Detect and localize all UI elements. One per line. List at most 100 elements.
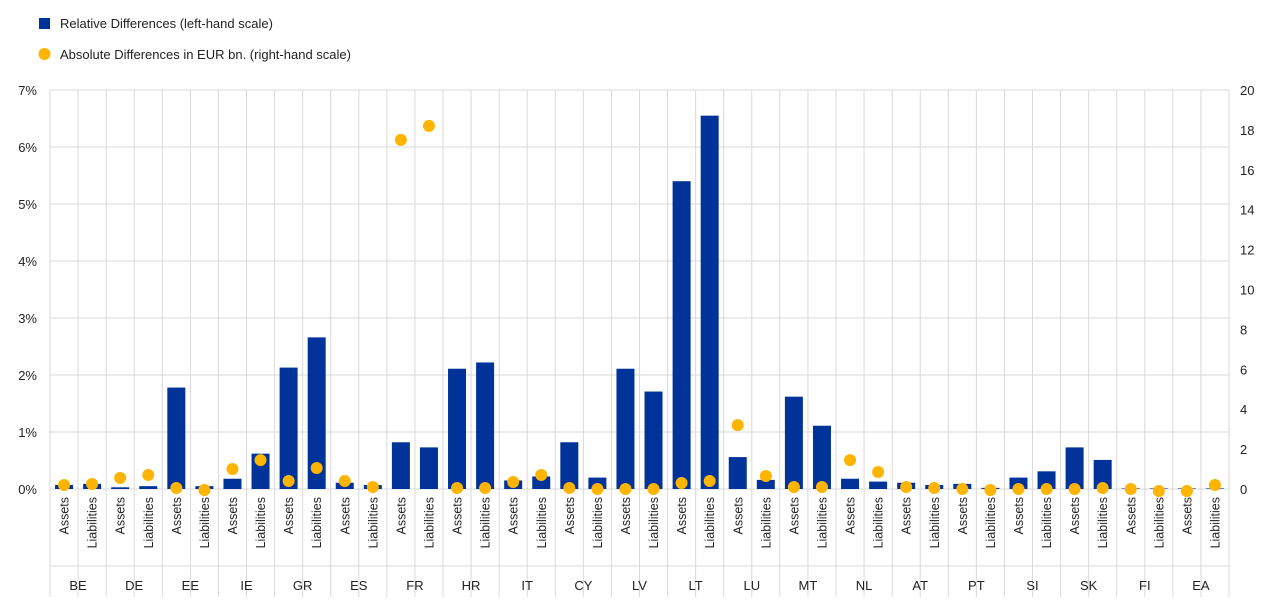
- x-subcategory-label: Assets: [731, 497, 745, 535]
- x-group-label: SI: [1026, 578, 1038, 593]
- dot-absolute-difference: [1012, 483, 1025, 495]
- dot-absolute-difference: [170, 482, 183, 495]
- x-group-label: SK: [1080, 578, 1098, 593]
- x-group-label: CY: [574, 578, 592, 593]
- x-group-label: IT: [521, 578, 533, 593]
- x-group-label: BE: [69, 578, 87, 593]
- bar-relative-difference: [560, 442, 579, 489]
- y-left-tick-label: 5%: [18, 197, 37, 212]
- dot-absolute-difference: [86, 478, 99, 491]
- dot-absolute-difference: [58, 479, 71, 492]
- x-subcategory-label: Liabilities: [1208, 497, 1222, 548]
- x-subcategory-label: Liabilities: [591, 497, 605, 548]
- bar-relative-difference: [756, 479, 775, 489]
- x-group-label: EE: [182, 578, 200, 593]
- bar-relative-difference: [532, 476, 551, 489]
- x-subcategory-label: Assets: [900, 497, 914, 535]
- x-subcategory-label: Liabilities: [422, 497, 436, 548]
- dot-absolute-difference: [731, 419, 744, 432]
- dot-absolute-difference: [114, 472, 127, 485]
- x-subcategory-label: Liabilities: [254, 497, 268, 548]
- dot-absolute-difference: [366, 481, 379, 494]
- x-group-label: FR: [406, 578, 423, 593]
- x-subcategory-label: Liabilities: [1152, 497, 1166, 548]
- bar-relative-difference: [812, 425, 831, 489]
- x-subcategory-label: Assets: [170, 497, 184, 535]
- dot-absolute-difference: [1096, 482, 1109, 495]
- x-subcategory-label: Assets: [619, 497, 633, 535]
- x-group-label: PT: [968, 578, 985, 593]
- x-subcategory-label: Liabilities: [703, 497, 717, 548]
- y-left-tick-label: 2%: [18, 368, 37, 383]
- bar-relative-difference: [616, 368, 635, 489]
- x-subcategory-label: Assets: [226, 497, 240, 535]
- x-subcategory-label: Liabilities: [142, 497, 156, 548]
- y-right-tick-label: 16: [1240, 163, 1254, 178]
- x-subcategory-label: Assets: [675, 497, 689, 535]
- x-subcategory-label: Assets: [1124, 497, 1138, 535]
- y-right-tick-label: 0: [1240, 482, 1247, 497]
- dot-absolute-difference: [142, 469, 155, 482]
- bar-relative-difference: [448, 368, 467, 489]
- y-right-tick-label: 18: [1240, 123, 1254, 138]
- dot-absolute-difference: [422, 119, 435, 132]
- dot-absolute-difference: [1068, 483, 1081, 495]
- dot-absolute-difference: [394, 133, 407, 146]
- x-subcategory-label: Liabilities: [984, 497, 998, 548]
- bar-relative-difference: [139, 486, 158, 489]
- dot-absolute-difference: [254, 454, 267, 467]
- dot-absolute-difference: [507, 476, 520, 489]
- dot-absolute-difference: [703, 475, 716, 488]
- x-group-label: EA: [1192, 578, 1210, 593]
- y-left-tick-label: 0%: [18, 482, 37, 497]
- legend-marker-relative-differences: [39, 18, 50, 29]
- x-group-label: LT: [689, 578, 703, 593]
- dot-absolute-difference: [338, 475, 351, 488]
- y-right-tick-label: 12: [1240, 243, 1254, 258]
- x-subcategory-label: Assets: [338, 497, 352, 535]
- x-subcategory-label: Assets: [563, 497, 577, 535]
- dot-absolute-difference: [198, 483, 211, 496]
- dot-absolute-difference: [675, 477, 688, 490]
- x-group-label: LU: [743, 578, 760, 593]
- dot-absolute-difference: [647, 483, 660, 495]
- y-right-tick-label: 2: [1240, 442, 1247, 457]
- y-right-tick-label: 20: [1240, 83, 1254, 98]
- dot-absolute-difference: [815, 481, 828, 494]
- dot-absolute-difference: [619, 483, 632, 495]
- x-subcategory-label: Liabilities: [198, 497, 212, 548]
- dot-absolute-difference: [535, 469, 548, 482]
- x-subcategory-label: Assets: [1068, 497, 1082, 535]
- bar-relative-difference: [419, 447, 438, 489]
- x-subcategory-label: Liabilities: [86, 497, 100, 548]
- x-subcategory-label: Liabilities: [535, 497, 549, 548]
- y-right-tick-label: 14: [1240, 203, 1254, 218]
- x-subcategory-label: Liabilities: [815, 497, 829, 548]
- x-subcategory-label: Assets: [1180, 497, 1194, 535]
- bar-relative-difference: [841, 478, 860, 489]
- x-subcategory-label: Liabilities: [759, 497, 773, 548]
- dot-absolute-difference: [900, 481, 913, 494]
- x-group-label: NL: [856, 578, 873, 593]
- x-subcategory-label: Assets: [394, 497, 408, 535]
- bar-relative-difference: [167, 387, 186, 489]
- dot-absolute-difference: [451, 482, 464, 495]
- x-subcategory-label: Liabilities: [928, 497, 942, 548]
- x-subcategory-label: Liabilities: [647, 497, 661, 548]
- dot-absolute-difference: [1152, 484, 1165, 497]
- dot-absolute-difference: [1040, 483, 1053, 495]
- y-left-tick-label: 3%: [18, 311, 37, 326]
- x-group-label: FI: [1139, 578, 1151, 593]
- dot-absolute-difference: [984, 483, 997, 496]
- bar-relative-difference: [672, 181, 691, 489]
- bar-relative-difference: [1037, 471, 1056, 489]
- legend-label-absolute-differences: Absolute Differences in EUR bn. (right-h…: [60, 47, 351, 62]
- dot-absolute-difference: [787, 481, 800, 494]
- y-left-tick-label: 4%: [18, 254, 37, 269]
- dot-absolute-difference: [759, 470, 772, 483]
- x-subcategory-label: Assets: [956, 497, 970, 535]
- x-subcategory-label: Assets: [282, 497, 296, 535]
- y-right-tick-label: 4: [1240, 402, 1247, 417]
